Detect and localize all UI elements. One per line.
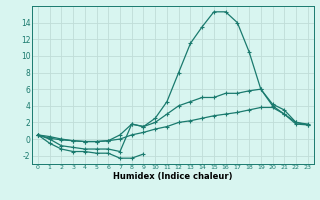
- X-axis label: Humidex (Indice chaleur): Humidex (Indice chaleur): [113, 172, 233, 181]
